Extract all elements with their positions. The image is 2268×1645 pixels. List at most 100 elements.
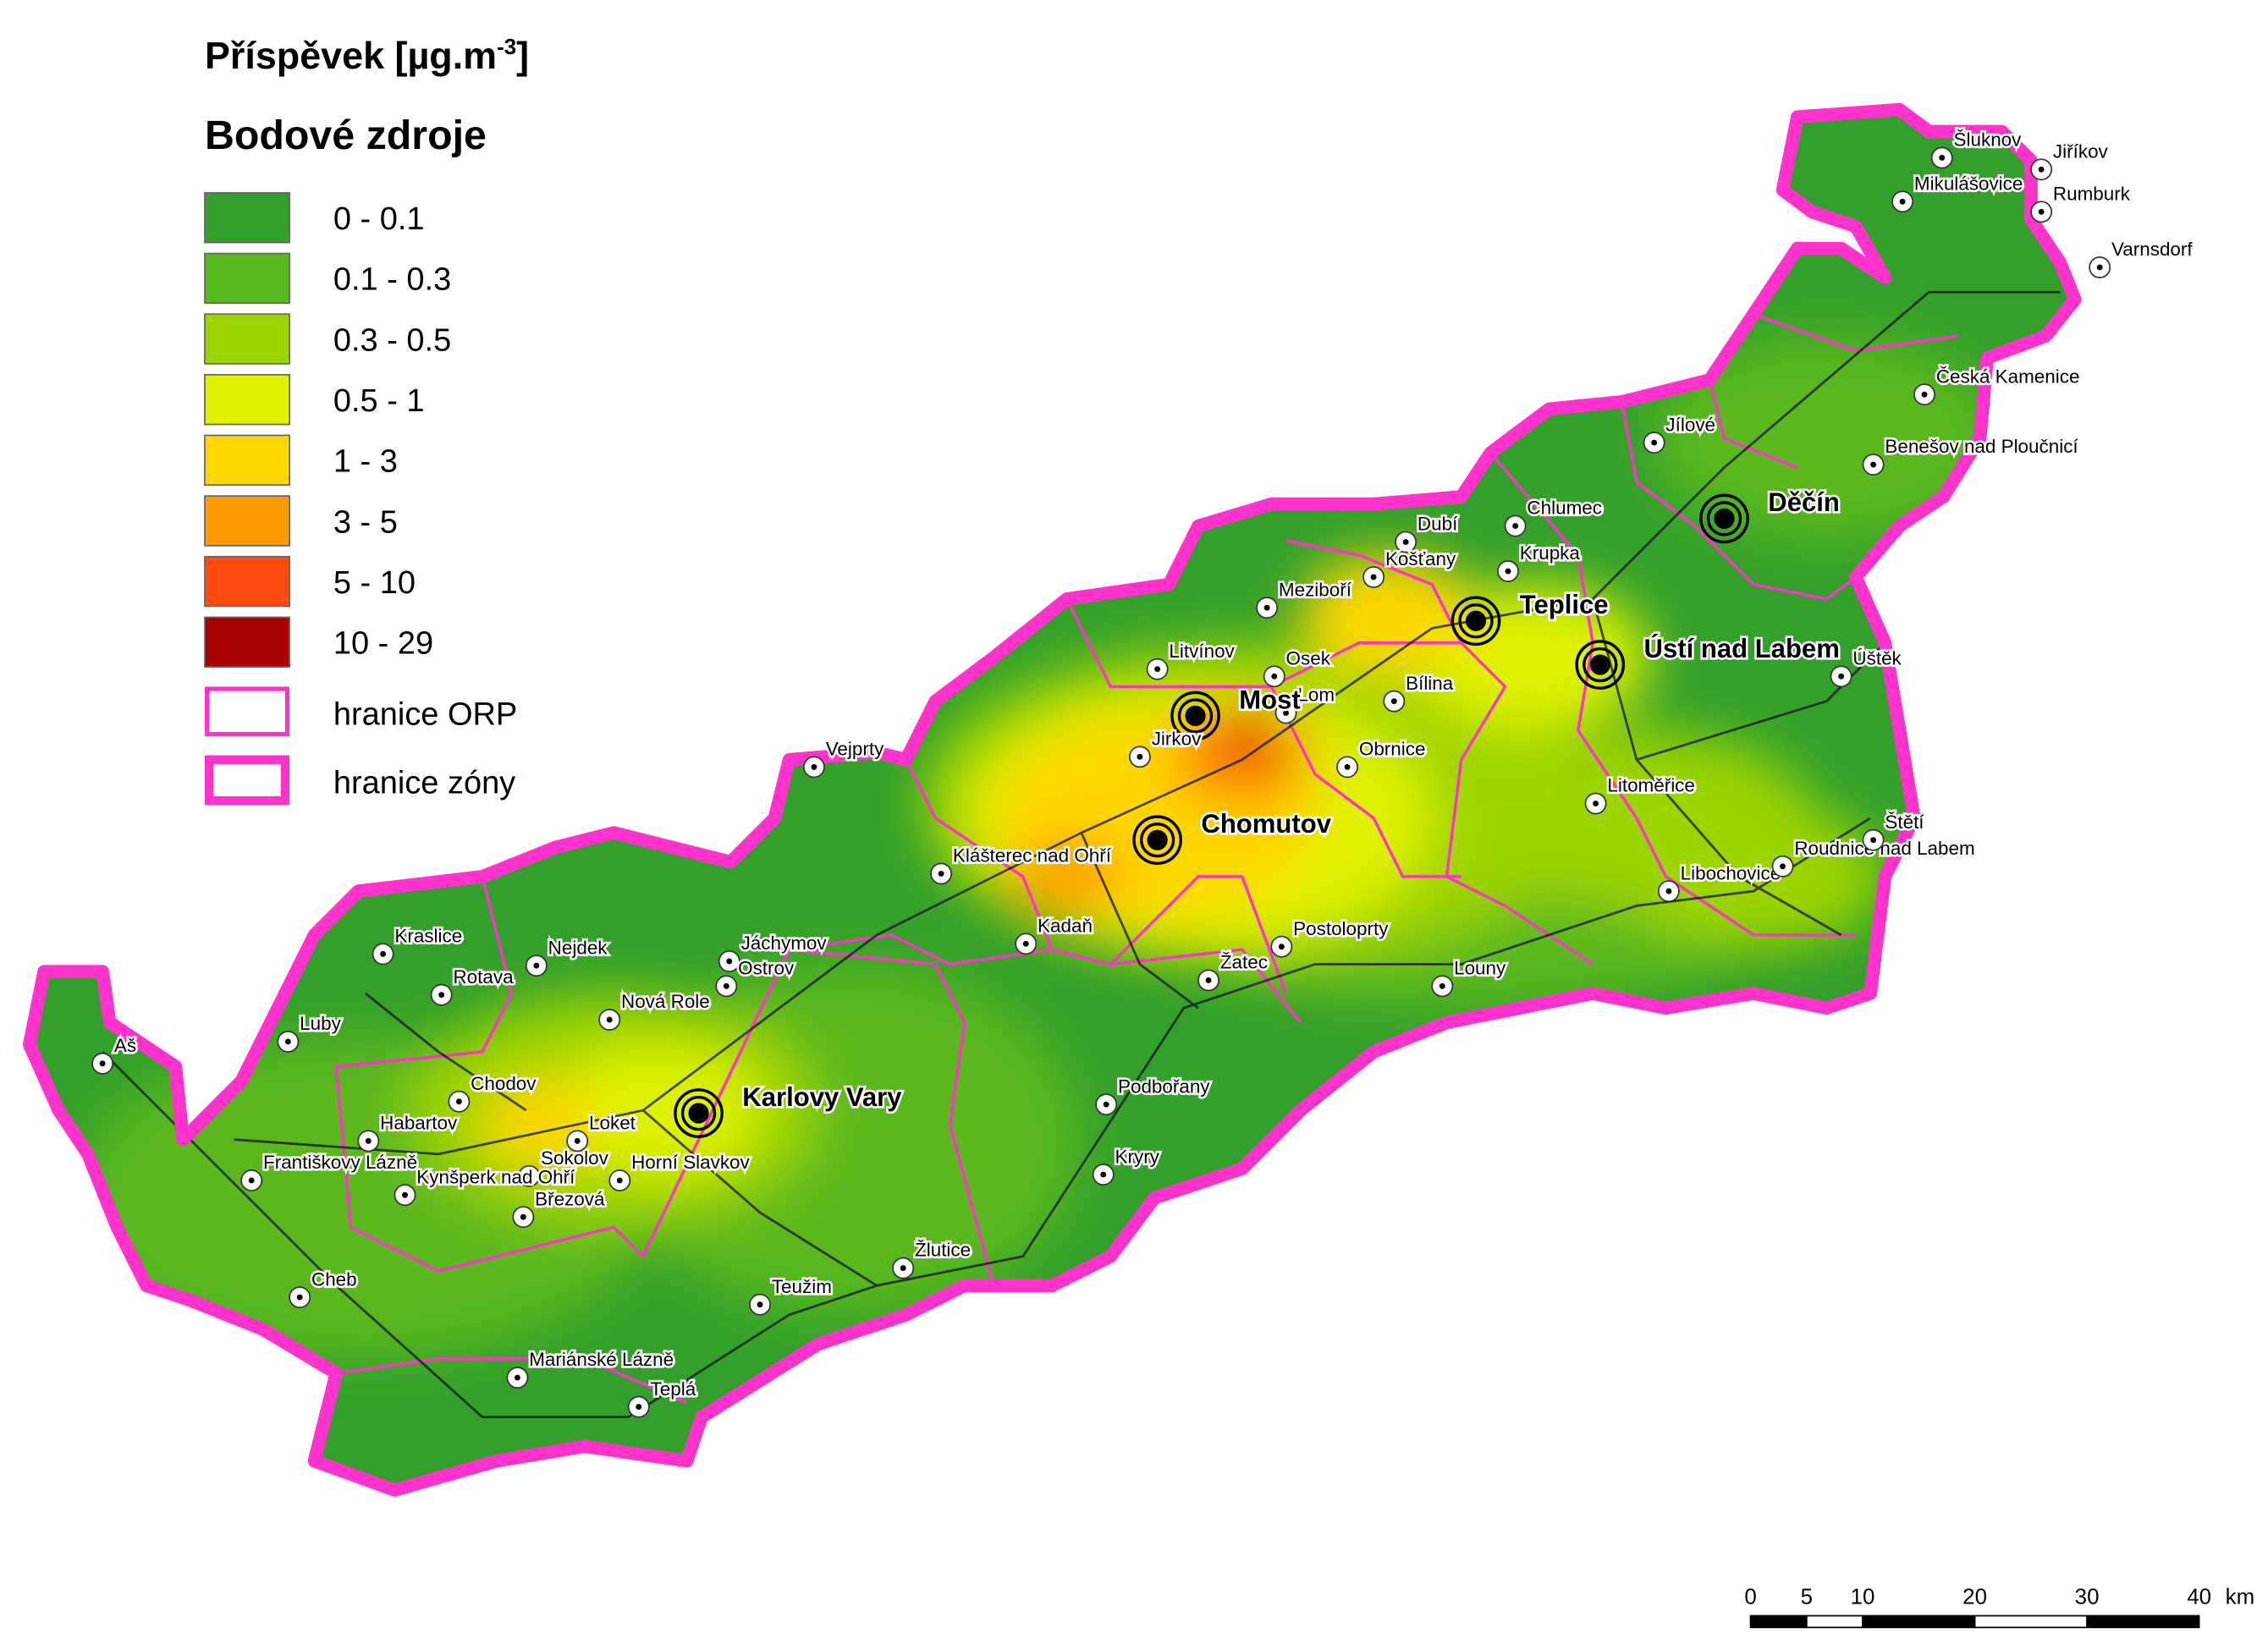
city-dot xyxy=(1283,710,1290,716)
city-dot xyxy=(757,1301,763,1308)
city-dot xyxy=(365,1137,372,1144)
city-label: Podbořany xyxy=(1118,1076,1210,1097)
city-dot xyxy=(438,992,445,999)
legend-swatch xyxy=(204,555,290,608)
city-dot xyxy=(296,1294,303,1301)
city-dot xyxy=(1390,698,1397,705)
source-marker xyxy=(688,1103,709,1124)
city-label: Louny xyxy=(1454,958,1506,979)
city-dot xyxy=(811,763,817,770)
city-dot xyxy=(1205,977,1212,983)
city-dot xyxy=(900,1265,906,1272)
field-blob xyxy=(1621,803,1885,950)
field-blob xyxy=(1236,730,1278,760)
legend-label: 0.3 - 0.5 xyxy=(333,322,451,358)
legend-swatch xyxy=(204,495,290,547)
city-label: Štětí xyxy=(1885,811,1924,833)
city-label: Nejdek xyxy=(548,937,608,958)
source-marker xyxy=(1139,822,1175,858)
city-label: Luby xyxy=(300,1013,341,1034)
field-blob xyxy=(555,1044,761,1176)
field-blobs xyxy=(73,336,2002,1359)
city-dot xyxy=(1439,982,1445,989)
city-dot xyxy=(402,1191,408,1198)
city-label: Osek xyxy=(1286,648,1331,669)
city-dot xyxy=(606,1016,613,1023)
city-dot xyxy=(1870,461,1877,468)
city-label: Sokolov xyxy=(541,1147,609,1169)
city-dot xyxy=(1100,1171,1107,1178)
city-label: Jáchymov xyxy=(741,933,828,954)
legend-swatch xyxy=(204,252,290,305)
city-dot xyxy=(1899,198,1906,205)
scale-segment xyxy=(1862,1615,1976,1629)
city-label: Šluknov xyxy=(1954,129,2023,151)
city-dot xyxy=(1870,837,1877,844)
city-label: Ústí nad Labem xyxy=(1644,633,1840,663)
scale-label: 20 xyxy=(1962,1586,1987,1609)
city-label: Česká Kamenice xyxy=(1936,366,2080,387)
city-label: Obrnice xyxy=(1359,739,1426,760)
city-label: Klášterec nad Ohří xyxy=(953,845,1112,867)
city-dot xyxy=(526,1173,532,1180)
source-marker xyxy=(1699,493,1749,544)
city-label: Krupka xyxy=(1520,542,1581,564)
city-label: Cheb xyxy=(311,1268,357,1290)
city-label: Lom xyxy=(1297,685,1335,706)
city-label: Habartov xyxy=(380,1113,458,1134)
legend-swatch xyxy=(204,373,290,426)
city-dot xyxy=(1344,763,1351,770)
city-label: Nová Role xyxy=(621,991,710,1012)
city-label: Teužim xyxy=(772,1276,832,1297)
scale-segment xyxy=(1749,1615,1808,1629)
source-marker xyxy=(1575,640,1626,690)
city-label: Loket xyxy=(589,1113,636,1134)
legend-label: hranice ORP xyxy=(333,696,517,732)
city-dot xyxy=(2096,264,2103,271)
legend: Příspěvek [µg.m-3] Bodové zdroje 0 - 0.1… xyxy=(204,34,529,806)
city-label: Dubí xyxy=(1418,514,1458,535)
city-label: Varnsdorf xyxy=(2111,239,2193,260)
city-dot xyxy=(616,1177,623,1184)
city-dot xyxy=(2038,166,2045,173)
source-marker xyxy=(1714,508,1735,529)
city-label: Ostrov xyxy=(738,958,795,979)
source-marker xyxy=(1716,511,1732,526)
city-dot xyxy=(1780,863,1786,870)
source-marker xyxy=(1170,690,1220,741)
source-marker xyxy=(691,1105,707,1121)
scale-label: 0 xyxy=(1744,1586,1756,1609)
source-marker xyxy=(1593,657,1608,673)
city-dot xyxy=(1838,673,1845,679)
city-dot xyxy=(520,1213,526,1220)
city-label: Mariánské Lázně xyxy=(529,1349,674,1370)
orp-borders xyxy=(334,312,1958,1404)
source-marker xyxy=(1589,654,1610,675)
city-dot xyxy=(1512,523,1519,529)
city-dot xyxy=(1137,753,1143,760)
city-label: Rotava xyxy=(453,966,514,988)
scale-label: 5 xyxy=(1801,1586,1813,1609)
scale-unit: km xyxy=(2226,1586,2255,1609)
city-label: Most xyxy=(1239,685,1300,714)
city-label: Žlutice xyxy=(915,1240,971,1261)
legend-swatch xyxy=(204,755,290,806)
city-label: Košťany xyxy=(1385,548,1456,569)
city-label: Litvínov xyxy=(1169,641,1235,662)
city-dot xyxy=(1154,666,1161,673)
city-dot xyxy=(636,1404,642,1411)
city-label: Kraslice xyxy=(394,926,462,947)
city-label: Benešov nad Ploučnicí xyxy=(1885,436,2078,457)
city-dot xyxy=(1271,673,1278,679)
source-marker xyxy=(680,1095,717,1131)
city-dot xyxy=(455,1098,462,1105)
city-dot xyxy=(1103,1101,1109,1108)
source-marker xyxy=(1468,613,1484,629)
city-label: Děčín xyxy=(1768,487,1840,517)
city-label: Chodov xyxy=(471,1073,537,1094)
field-blob xyxy=(1651,336,2002,541)
city-label: Jiříkov xyxy=(2053,140,2109,162)
legend-swatch xyxy=(204,192,290,244)
legend-label: 0.5 - 1 xyxy=(333,383,425,419)
city-dot xyxy=(1505,568,1511,575)
